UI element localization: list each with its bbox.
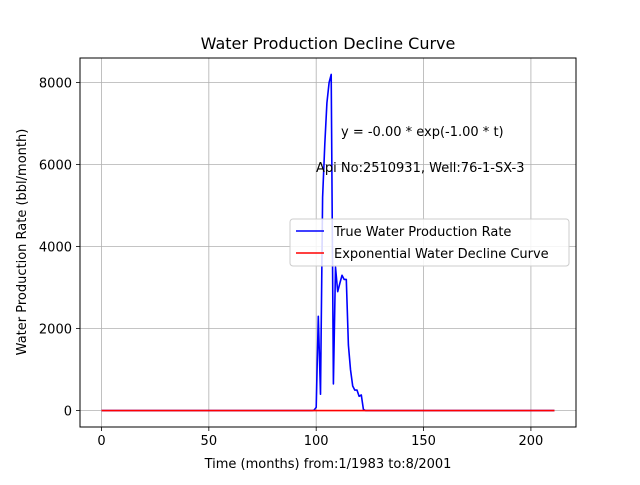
x-tick-label: 50 (201, 434, 218, 449)
y-tick-label: 2000 (39, 323, 72, 338)
y-tick-label: 8000 (39, 77, 72, 92)
legend: True Water Production Rate Exponential W… (289, 218, 570, 267)
fit-equation-annotation: y = -0.00 * exp(-1.00 * t) (341, 125, 504, 140)
y-tick-label: 4000 (39, 241, 72, 256)
x-tick-label: 200 (518, 434, 543, 449)
y-tick-label: 0 (64, 405, 72, 420)
x-axis-label: Time (months) from:1/1983 to:8/2001 (204, 457, 452, 472)
x-tick-label: 0 (97, 434, 105, 449)
series-lines (101, 73, 555, 412)
well-info-annotation: Api No:2510931, Well:76-1-SX-3 (316, 161, 524, 176)
legend-box (289, 218, 570, 267)
plot-frame (79, 57, 577, 428)
series-line-true-water-rate (101, 73, 555, 412)
y-axis-label: Water Production Rate (bbl/month) (15, 129, 30, 356)
legend-label-decline-curve: Exponential Water Decline Curve (334, 247, 549, 262)
x-tick-label: 100 (304, 434, 329, 449)
y-tick-label: 6000 (39, 159, 72, 174)
x-tick-label: 150 (411, 434, 436, 449)
chart-title: Water Production Decline Curve (201, 34, 456, 53)
legend-label-true-rate: True Water Production Rate (333, 225, 511, 240)
